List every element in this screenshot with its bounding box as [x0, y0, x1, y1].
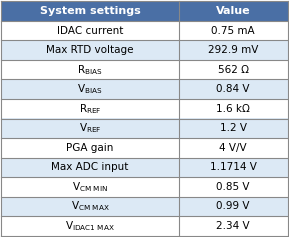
Text: 2.34 V: 2.34 V: [216, 221, 250, 231]
Text: 1.6 kΩ: 1.6 kΩ: [216, 104, 250, 114]
Text: $\mathrm{V}_{\mathrm{CM\ MIN}}$: $\mathrm{V}_{\mathrm{CM\ MIN}}$: [72, 180, 108, 194]
FancyBboxPatch shape: [1, 138, 179, 158]
Text: 292.9 mV: 292.9 mV: [208, 45, 258, 55]
Text: System settings: System settings: [40, 6, 140, 16]
Text: $\mathrm{V}_{\mathrm{BIAS}}$: $\mathrm{V}_{\mathrm{BIAS}}$: [77, 82, 103, 96]
Text: 0.75 mA: 0.75 mA: [212, 26, 255, 36]
Text: $\mathrm{R}_{\mathrm{REF}}$: $\mathrm{R}_{\mathrm{REF}}$: [79, 102, 101, 116]
FancyBboxPatch shape: [179, 79, 288, 99]
FancyBboxPatch shape: [179, 1, 288, 21]
Text: 4 V/V: 4 V/V: [219, 143, 247, 153]
Text: Max ADC input: Max ADC input: [51, 162, 129, 172]
Text: $\mathrm{V}_{\mathrm{CM\ MAX}}$: $\mathrm{V}_{\mathrm{CM\ MAX}}$: [71, 199, 110, 213]
FancyBboxPatch shape: [1, 1, 179, 21]
FancyBboxPatch shape: [1, 21, 179, 41]
Text: Max RTD voltage: Max RTD voltage: [46, 45, 134, 55]
FancyBboxPatch shape: [179, 99, 288, 118]
FancyBboxPatch shape: [1, 118, 179, 138]
FancyBboxPatch shape: [1, 60, 179, 79]
FancyBboxPatch shape: [179, 118, 288, 138]
FancyBboxPatch shape: [179, 177, 288, 196]
Text: 0.84 V: 0.84 V: [216, 84, 250, 94]
FancyBboxPatch shape: [1, 79, 179, 99]
FancyBboxPatch shape: [179, 196, 288, 216]
FancyBboxPatch shape: [1, 158, 179, 177]
FancyBboxPatch shape: [179, 158, 288, 177]
Text: 0.85 V: 0.85 V: [216, 182, 250, 192]
Text: $\mathrm{R}_{\mathrm{BIAS}}$: $\mathrm{R}_{\mathrm{BIAS}}$: [77, 63, 103, 77]
FancyBboxPatch shape: [179, 60, 288, 79]
Text: IDAC current: IDAC current: [57, 26, 123, 36]
FancyBboxPatch shape: [179, 41, 288, 60]
FancyBboxPatch shape: [1, 216, 179, 236]
FancyBboxPatch shape: [1, 41, 179, 60]
FancyBboxPatch shape: [1, 99, 179, 118]
FancyBboxPatch shape: [179, 21, 288, 41]
Text: Value: Value: [216, 6, 251, 16]
Text: $\mathrm{V}_{\mathrm{IDAC1\ MAX}}$: $\mathrm{V}_{\mathrm{IDAC1\ MAX}}$: [65, 219, 115, 233]
Text: PGA gain: PGA gain: [66, 143, 114, 153]
Text: 1.1714 V: 1.1714 V: [210, 162, 257, 172]
Text: 1.2 V: 1.2 V: [220, 123, 247, 133]
FancyBboxPatch shape: [1, 196, 179, 216]
FancyBboxPatch shape: [179, 216, 288, 236]
Text: 0.99 V: 0.99 V: [216, 201, 250, 211]
FancyBboxPatch shape: [1, 177, 179, 196]
FancyBboxPatch shape: [179, 138, 288, 158]
Text: 562 Ω: 562 Ω: [218, 65, 249, 75]
Text: $\mathrm{V}_{\mathrm{REF}}$: $\mathrm{V}_{\mathrm{REF}}$: [79, 121, 101, 135]
